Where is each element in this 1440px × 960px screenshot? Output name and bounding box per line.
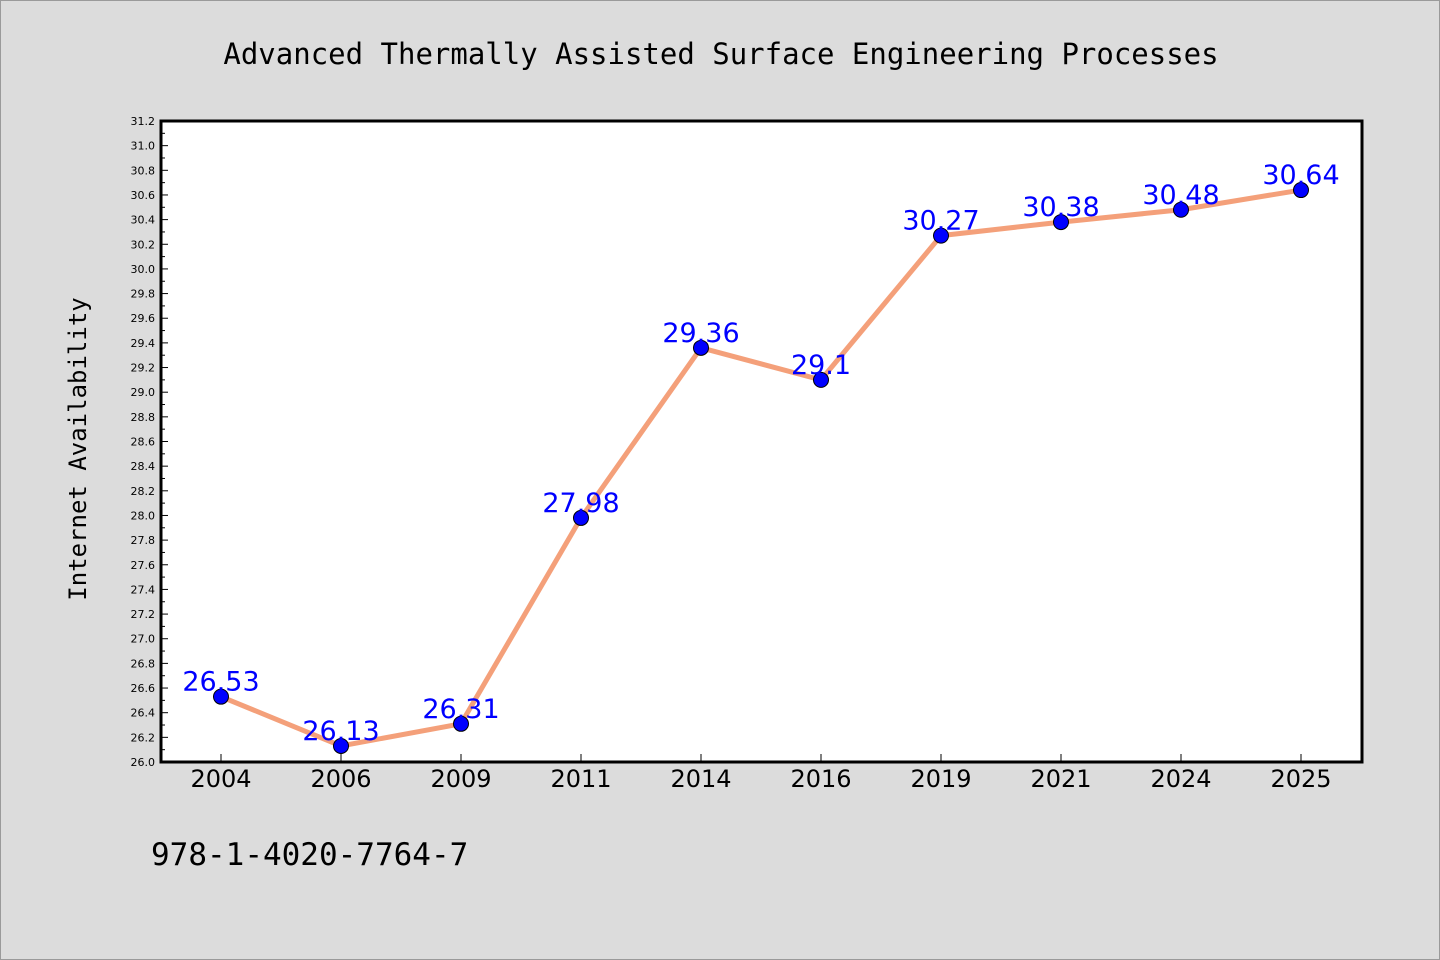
y-tick-label: 30.6 [131,189,156,202]
y-tick-label: 28.0 [131,509,156,522]
y-tick-label: 27.8 [131,534,156,547]
data-label: 30.48 [1142,180,1219,211]
y-tick-label: 28.8 [131,411,156,424]
data-label-layer: 26.53 26.13 26.31 27.98 29.36 29.1 30.27 30.38 3… [182,160,1339,747]
data-point [453,715,469,732]
y-tick-label: 27.2 [131,608,156,621]
series-line [218,187,1304,749]
data-point [813,371,829,388]
data-point [933,227,949,244]
x-axis: 2004 2006 2009 2011 2014 2016 2019 2021 2024 2025 [190,754,1332,793]
x-tick-label: 2011 [550,765,611,793]
data-point [1293,182,1309,199]
y-tick-label: 27.4 [131,583,156,596]
plot-area [159,119,1364,764]
data-label: 30.64 [1262,160,1339,191]
data-label: 27.98 [542,488,619,519]
data-point [333,737,349,754]
data-label: 30.27 [902,206,979,237]
y-tick-label: 27.0 [131,633,156,646]
data-label: 26.31 [422,694,499,725]
y-tick-label: 30.8 [131,164,156,177]
data-label: 26.53 [182,667,259,698]
data-label: 30.38 [1022,192,1099,223]
y-axis: 26.0 26.2 26.4 26.6 26.8 27.0 27.2 27.4 27.6 27.8… [131,115,168,769]
y-tick-label: 27.6 [131,559,156,572]
data-point [693,339,709,356]
y-tick-label: 26.6 [131,682,156,695]
data-point [213,688,229,705]
x-tick-label: 2006 [310,765,371,793]
x-tick-label: 2016 [790,765,851,793]
y-tick-label: 28.2 [131,485,156,498]
y-tick-label: 26.2 [131,731,156,744]
x-tick-label: 2019 [910,765,971,793]
data-point [1053,214,1069,231]
y-tick-label: 30.4 [131,214,156,227]
y-tick-label: 31.0 [131,140,156,153]
y-tick-label: 26.4 [131,707,156,720]
x-tick-label: 2014 [670,765,731,793]
y-axis-title: Internet Availability [64,297,92,600]
y-tick-label: 26.0 [131,756,156,769]
y-tick-label: 30.0 [131,263,156,276]
data-point [1173,201,1189,218]
y-tick-label: 28.4 [131,460,156,473]
data-label: 26.13 [302,716,379,747]
series-layer [213,182,1309,754]
y-tick-label: 29.0 [131,386,156,399]
y-tick-label: 29.8 [131,288,156,301]
x-tick-label: 2004 [190,765,251,793]
y-tick-label: 28.6 [131,436,156,449]
x-tick-label: 2021 [1030,765,1091,793]
data-label: 29.36 [662,318,739,349]
y-tick-label: 29.2 [131,362,156,375]
footer-isbn: 978-1-4020-7764-7 [151,837,468,873]
y-tick-label: 29.4 [131,337,156,350]
x-tick-label: 2009 [430,765,491,793]
data-label: 29.1 [791,350,851,381]
data-point [573,509,589,526]
y-tick-label: 31.2 [131,115,156,128]
x-tick-label: 2025 [1270,765,1331,793]
y-tick-label: 30.2 [131,238,156,251]
y-tick-label: 29.6 [131,312,156,325]
y-tick-label: 26.8 [131,657,156,670]
x-tick-label: 2024 [1150,765,1211,793]
chart-title: Advanced Thermally Assisted Surface Engi… [223,37,1218,71]
